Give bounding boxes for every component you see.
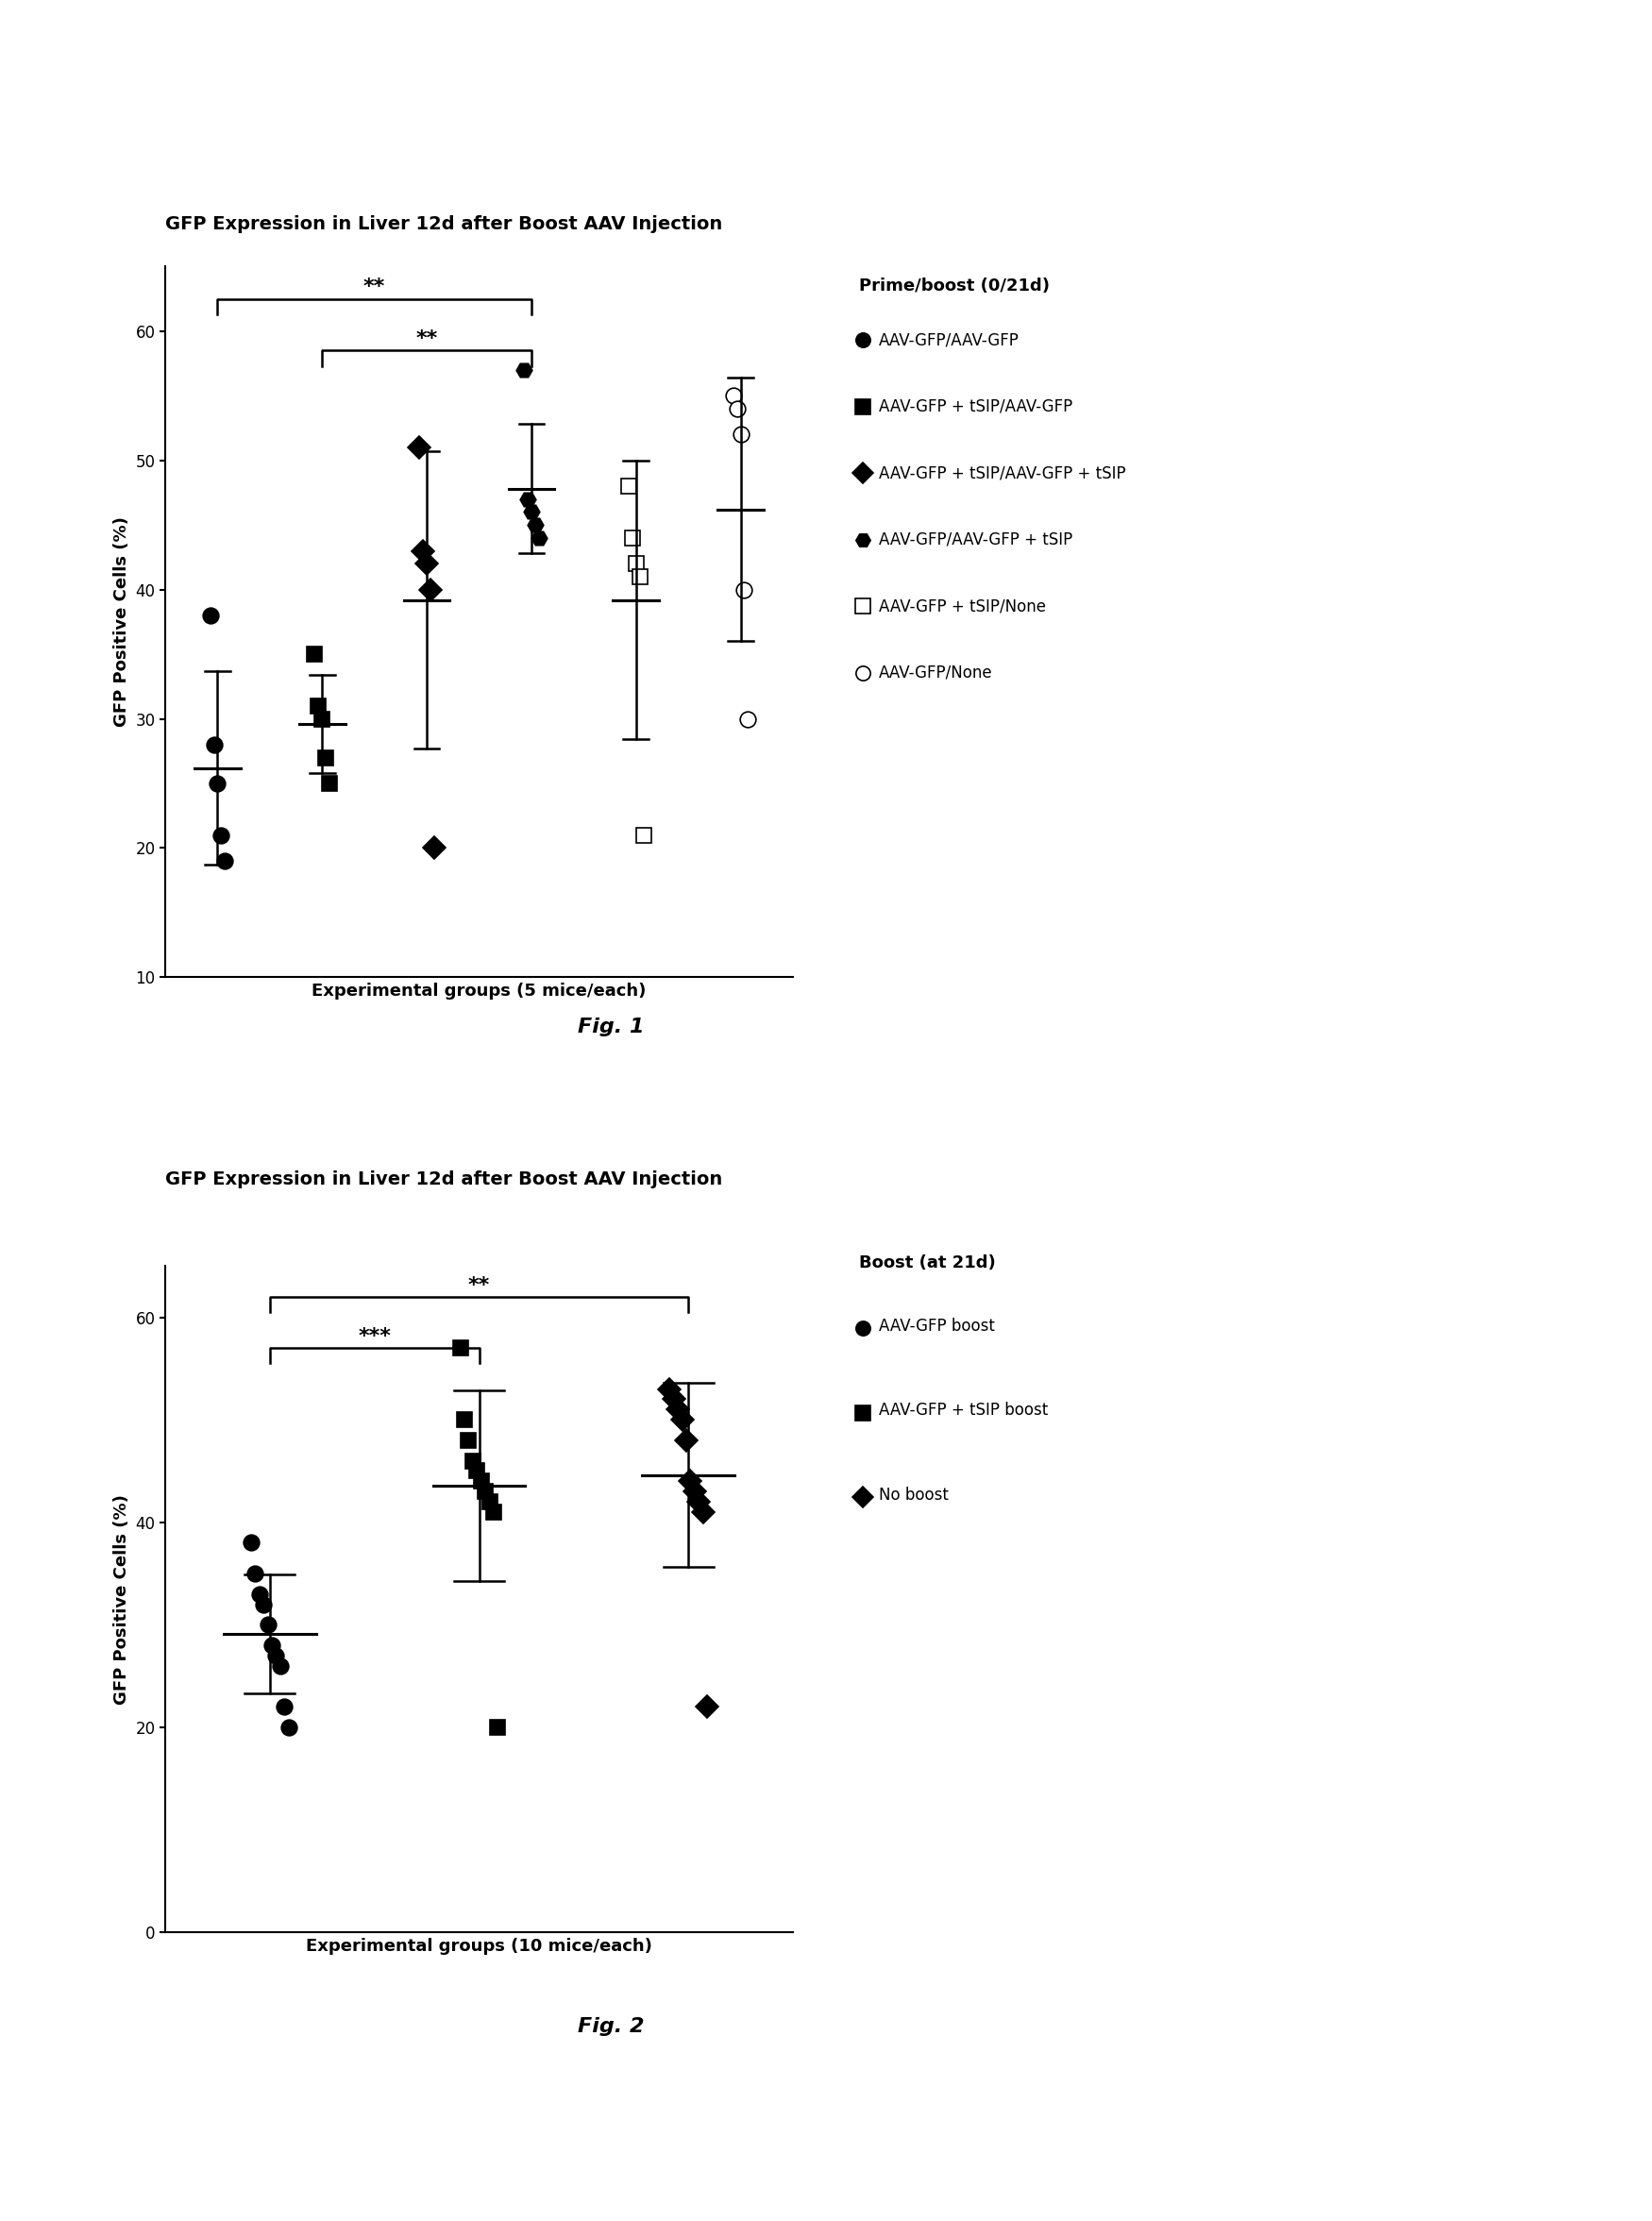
Text: Fig. 2: Fig. 2 bbox=[578, 2017, 644, 2037]
Text: GFP Expression in Liver 12d after Boost AAV Injection: GFP Expression in Liver 12d after Boost … bbox=[165, 215, 722, 233]
Y-axis label: GFP Positive Cells (%): GFP Positive Cells (%) bbox=[114, 1495, 131, 1704]
Y-axis label: GFP Positive Cells (%): GFP Positive Cells (%) bbox=[114, 517, 131, 726]
X-axis label: Experimental groups (5 mice/each): Experimental groups (5 mice/each) bbox=[312, 982, 646, 999]
Text: **: ** bbox=[468, 1275, 491, 1295]
Text: AAV-GFP/AAV-GFP: AAV-GFP/AAV-GFP bbox=[879, 331, 1019, 349]
Text: Fig. 1: Fig. 1 bbox=[578, 1017, 644, 1037]
Text: Prime/boost (0/21d): Prime/boost (0/21d) bbox=[859, 278, 1049, 295]
X-axis label: Experimental groups (10 mice/each): Experimental groups (10 mice/each) bbox=[306, 1937, 653, 1954]
Text: AAV-GFP boost: AAV-GFP boost bbox=[879, 1317, 995, 1335]
Text: AAV-GFP/None: AAV-GFP/None bbox=[879, 664, 993, 682]
Text: **: ** bbox=[363, 278, 385, 295]
Text: AAV-GFP + tSIP boost: AAV-GFP + tSIP boost bbox=[879, 1401, 1047, 1419]
Text: GFP Expression in Liver 12d after Boost AAV Injection: GFP Expression in Liver 12d after Boost … bbox=[165, 1170, 722, 1188]
Text: No boost: No boost bbox=[879, 1486, 948, 1504]
Text: AAV-GFP/AAV-GFP + tSIP: AAV-GFP/AAV-GFP + tSIP bbox=[879, 531, 1072, 549]
Text: AAV-GFP + tSIP/AAV-GFP + tSIP: AAV-GFP + tSIP/AAV-GFP + tSIP bbox=[879, 464, 1127, 482]
Text: ***: *** bbox=[358, 1328, 392, 1346]
Text: Boost (at 21d): Boost (at 21d) bbox=[859, 1255, 996, 1273]
Text: AAV-GFP + tSIP/AAV-GFP: AAV-GFP + tSIP/AAV-GFP bbox=[879, 398, 1072, 415]
Text: **: ** bbox=[416, 329, 438, 349]
Text: AAV-GFP + tSIP/None: AAV-GFP + tSIP/None bbox=[879, 597, 1046, 615]
